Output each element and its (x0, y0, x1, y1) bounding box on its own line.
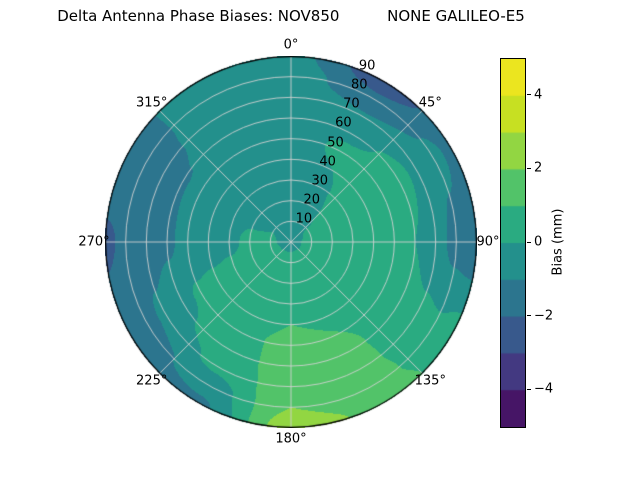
azimuth-tick-label: 180° (275, 431, 307, 447)
colorbar-tick-label: 2 (534, 160, 543, 176)
colorbar-tick (527, 167, 531, 169)
radial-tick-label: 90 (358, 58, 376, 74)
azimuth-tick-label: 45° (418, 95, 442, 111)
azimuth-tick-label: 225° (136, 373, 168, 389)
colorbar (500, 58, 526, 428)
polar-contour-plot (105, 56, 477, 428)
colorbar-tick-label: −4 (534, 381, 554, 397)
azimuth-tick-label: 0° (283, 37, 299, 53)
radial-tick-label: 40 (319, 154, 336, 170)
radial-tick-label: 10 (295, 211, 313, 227)
radial-tick-label: 60 (335, 115, 352, 131)
colorbar-tick-label: 0 (534, 234, 543, 250)
azimuth-tick-label: 135° (414, 373, 446, 389)
colorbar-tick (527, 388, 531, 390)
colorbar-tick (527, 241, 531, 243)
colorbar-tick (527, 315, 531, 317)
colorbar-tick-label: 4 (534, 87, 543, 103)
colorbar-tick-label: −2 (534, 308, 554, 324)
radial-tick-label: 20 (303, 192, 321, 208)
azimuth-tick-label: 270° (78, 234, 110, 250)
colorbar-axis-label: Bias (mm) (550, 208, 566, 276)
azimuth-tick-label: 90° (476, 234, 500, 250)
azimuth-tick-label: 315° (136, 95, 168, 111)
colorbar-tick (527, 94, 531, 96)
radial-tick-label: 50 (327, 135, 344, 151)
radial-tick-label: 70 (343, 96, 360, 112)
chart-title: Delta Antenna Phase Biases: NOV850 NONE … (57, 7, 525, 25)
radial-tick-label: 30 (311, 173, 328, 189)
radial-tick-label: 80 (350, 77, 368, 93)
